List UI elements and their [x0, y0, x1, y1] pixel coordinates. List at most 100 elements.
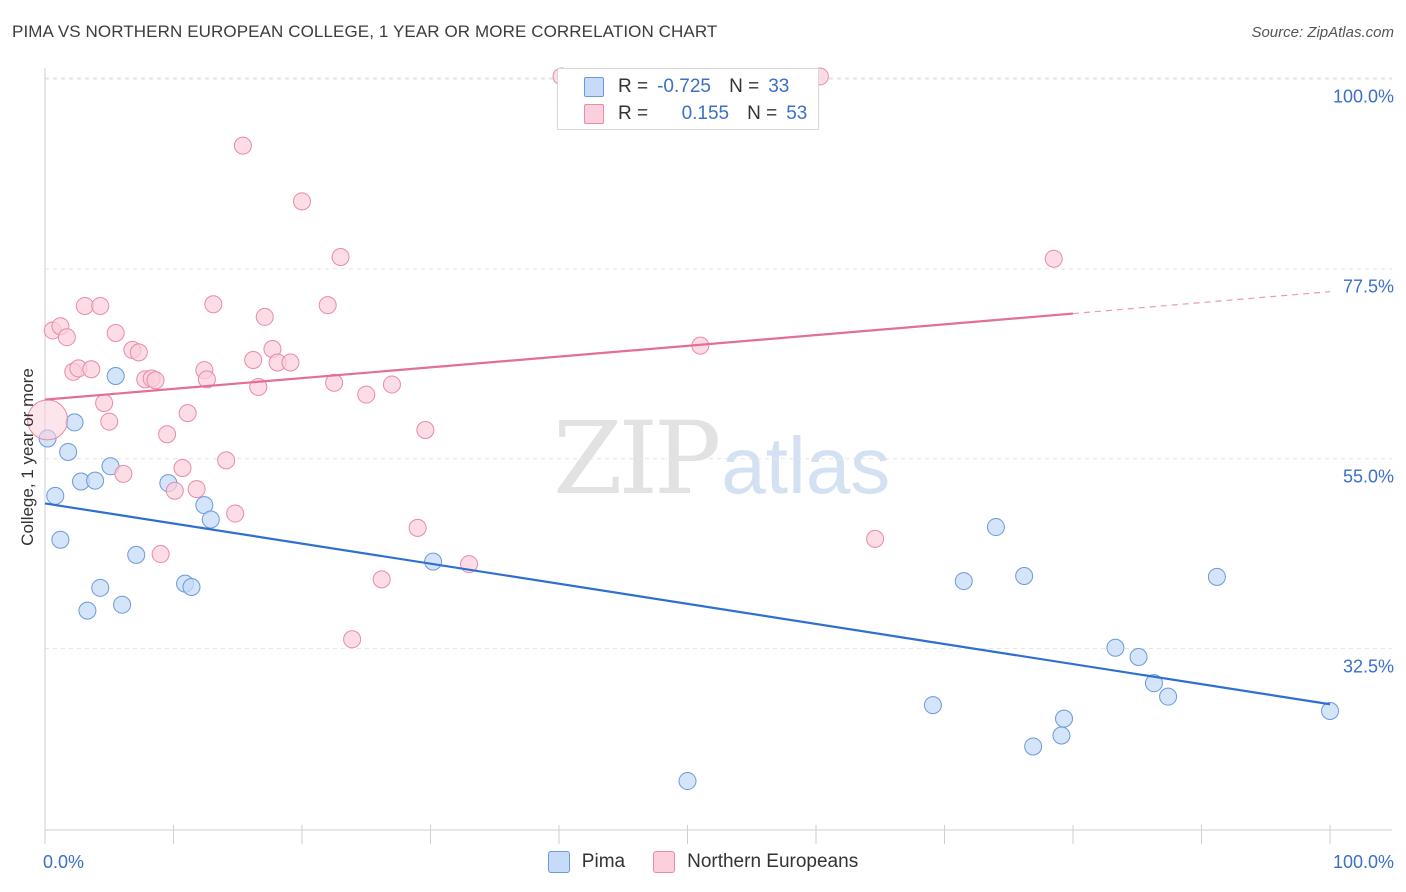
pima-point [1129, 648, 1148, 667]
northern-europeans-point [91, 296, 110, 315]
pima-point [1106, 638, 1125, 657]
northern-europeans-points [27, 67, 1063, 649]
northern-europeans-point [57, 328, 76, 347]
northern-europeans-point [95, 394, 114, 413]
pima-point [1024, 737, 1043, 756]
northern-europeans-point [226, 504, 245, 523]
legend-ne-swatch [653, 851, 676, 873]
pima-point [1055, 709, 1074, 728]
axes [44, 68, 1392, 844]
northern-europeans-point [82, 360, 101, 379]
northern-europeans-point [357, 385, 376, 404]
trend-lines [44, 291, 1331, 706]
pima-point [201, 510, 220, 529]
pima-point [1321, 702, 1339, 721]
northern-europeans-point [408, 518, 427, 537]
stats-row-northern-europeans: R = 0.155 N = 53 [558, 101, 818, 127]
northern-europeans-trend-extension [1072, 291, 1331, 315]
pima-point [1015, 567, 1034, 585]
northern-europeans-point [416, 421, 435, 440]
pima-point [91, 578, 110, 597]
pima-points [38, 367, 1339, 791]
y-tick-label: 100.0% [1332, 86, 1394, 107]
legend-item-pima[interactable]: Pima [547, 851, 626, 873]
northern-europeans-point [1044, 249, 1063, 268]
pima-point [923, 696, 942, 715]
ne-n-label: N = [747, 103, 778, 124]
legend-pima-swatch [547, 851, 570, 873]
pima-point [1052, 726, 1071, 745]
ne-n-value: 53 [786, 103, 808, 124]
pima-point [127, 545, 146, 564]
northern-europeans-point [165, 481, 184, 500]
source-credit: Source: ZipAtlas.com [1251, 24, 1394, 41]
pima-point [106, 367, 125, 386]
northern-europeans-point [197, 370, 216, 389]
chart-legend: Pima Northern Europeans [0, 851, 1406, 873]
northern-europeans-point [204, 295, 223, 314]
chart-title: PIMA VS NORTHERN EUROPEAN COLLEGE, 1 YEA… [12, 22, 718, 41]
x-tick-label-max: 100.0% [1332, 852, 1394, 872]
pima-trend-line [44, 502, 1331, 706]
pima-point [1144, 674, 1163, 693]
northern-europeans-point [866, 529, 885, 548]
pima-n-label: N = [729, 76, 760, 97]
pima-point [46, 486, 65, 505]
northern-europeans-point [244, 350, 263, 369]
pima-point [1207, 567, 1226, 586]
pima-point [954, 572, 973, 591]
pima-point [59, 442, 78, 461]
northern-europeans-point [372, 570, 391, 589]
pima-point [182, 577, 201, 596]
northern-europeans-point [173, 458, 192, 477]
pima-n-value: 33 [768, 76, 790, 97]
northern-europeans-point [106, 323, 125, 342]
ne-r-label: R = [618, 103, 649, 124]
northern-europeans-point [217, 451, 236, 470]
pima-point [51, 530, 70, 549]
y-axis-label: College, 1 year or more [18, 368, 37, 546]
pima-point [678, 772, 697, 791]
legend-ne-label: Northern Europeans [687, 851, 859, 872]
pima-point [78, 601, 97, 620]
northern-europeans-point [382, 375, 401, 394]
northern-europeans-swatch [584, 104, 604, 124]
x-tick-label-min: 0.0% [43, 852, 85, 872]
pima-point [986, 518, 1005, 537]
northern-europeans-point [343, 630, 362, 649]
northern-europeans-point [100, 412, 119, 431]
northern-europeans-point [158, 425, 177, 444]
northern-europeans-point [151, 545, 170, 564]
y-tick-label: 77.5% [1342, 276, 1394, 297]
ne-r-value: 0.155 [681, 103, 730, 124]
y-tick-label: 55.0% [1342, 466, 1394, 487]
stats-row-pima: R = -0.725 N = 33 [558, 74, 818, 100]
pima-point [65, 413, 84, 432]
pima-point [1159, 687, 1178, 706]
northern-europeans-point [129, 343, 148, 362]
northern-europeans-point [281, 353, 300, 372]
northern-europeans-point [325, 373, 344, 392]
pima-point [424, 552, 443, 571]
correlation-stats-box: R = -0.725 N = 33 R = 0.155 N = 53 [557, 68, 819, 130]
northern-europeans-point [114, 464, 133, 483]
northern-europeans-trend-line [44, 312, 1074, 401]
legend-item-northern-europeans[interactable]: Northern Europeans [653, 851, 858, 873]
northern-europeans-point [255, 307, 274, 326]
northern-europeans-point [146, 371, 165, 390]
northern-europeans-point [318, 296, 337, 315]
northern-europeans-point [233, 136, 252, 155]
northern-europeans-point [187, 480, 206, 499]
pima-point [86, 471, 105, 490]
pima-point [113, 595, 132, 614]
y-tick-label: 32.5% [1342, 656, 1394, 677]
northern-europeans-point [178, 404, 197, 423]
northern-europeans-point [331, 248, 350, 267]
northern-europeans-point [75, 296, 94, 315]
pima-r-label: R = [618, 76, 649, 97]
pima-swatch [584, 77, 604, 97]
northern-europeans-point [293, 192, 311, 211]
legend-pima-label: Pima [581, 851, 626, 872]
